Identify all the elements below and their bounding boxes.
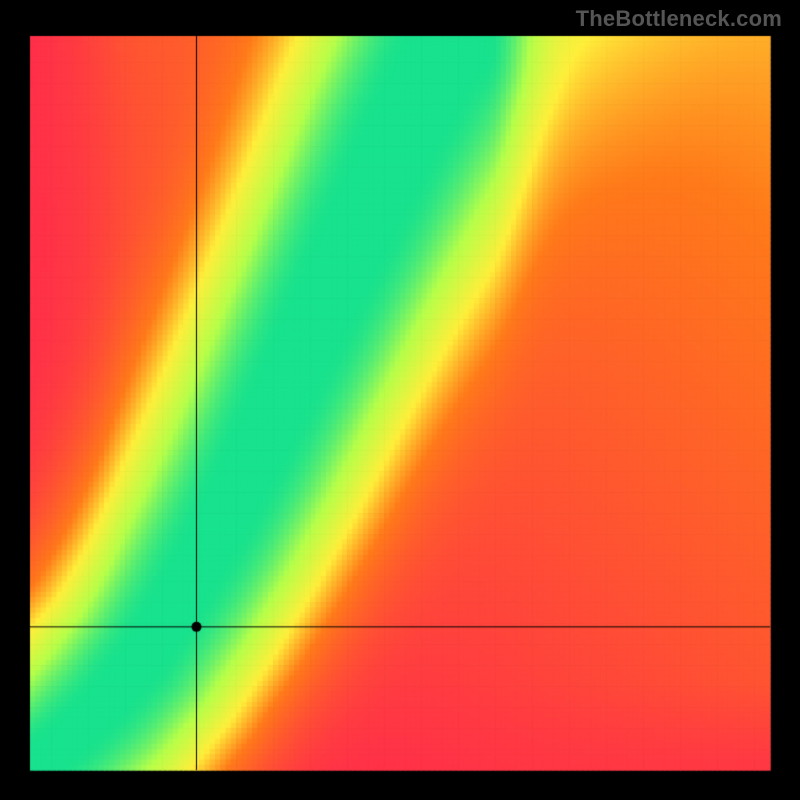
heatmap-canvas (0, 0, 800, 800)
watermark-text: TheBottleneck.com (576, 6, 782, 32)
chart-container: TheBottleneck.com (0, 0, 800, 800)
